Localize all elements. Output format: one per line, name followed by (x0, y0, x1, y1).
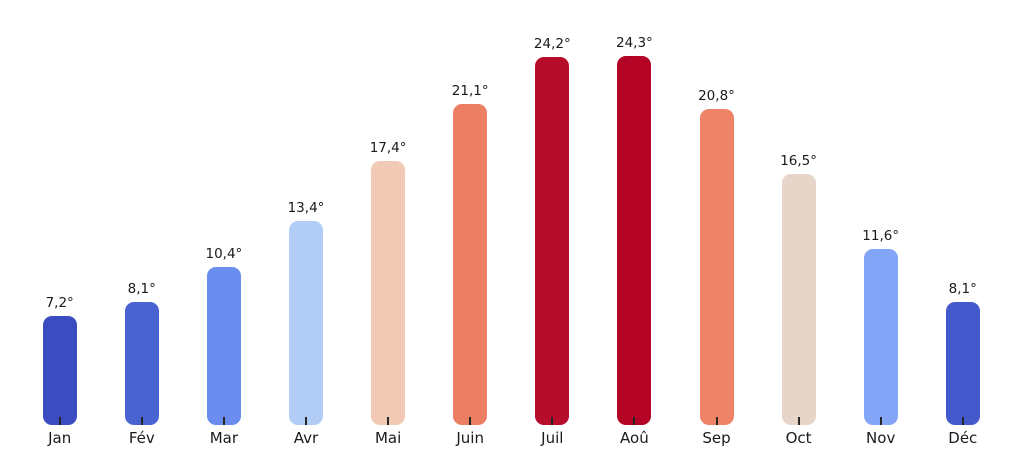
bar-avr (289, 221, 323, 425)
bar-value-label: 21,1° (451, 83, 489, 100)
bar-value-label: 16,5° (780, 153, 817, 170)
x-axis-tick (222, 417, 225, 425)
x-axis-label-fév: Fév (128, 429, 155, 447)
x-axis-tick (715, 417, 718, 425)
bar-value-label: 20,8° (698, 87, 735, 104)
x-axis-label-juil: Juil (541, 429, 564, 447)
x-axis-label-mar: Mar (209, 429, 239, 447)
x-axis-tick (58, 417, 61, 425)
bar-value-label: 24,3° (615, 34, 653, 51)
bar-mar (206, 266, 241, 425)
x-axis-tick (469, 417, 472, 425)
x-axis-tick (879, 417, 882, 425)
bar-value-label: 10,4° (205, 245, 243, 262)
bar-fév (124, 301, 159, 425)
bar-juil (535, 57, 570, 425)
x-axis-label-mai: Mai (374, 429, 402, 447)
x-axis-tick (551, 417, 554, 425)
bar-juin (453, 104, 488, 425)
bar-value-label: 11,6° (862, 227, 900, 244)
x-axis-tick (305, 417, 307, 425)
bar-mai (371, 160, 406, 425)
bar-value-label: 13,4° (287, 200, 325, 217)
bar-déc (945, 301, 980, 425)
bar-value-label: 7,2° (45, 294, 74, 311)
bar-value-label: 17,4° (369, 139, 407, 156)
bar-value-label: 24,2° (533, 36, 571, 53)
x-axis-label-aoû: Aoû (620, 429, 649, 447)
bar-aoû (617, 55, 652, 425)
x-axis-label-déc: Déc (948, 429, 978, 447)
x-axis-label-jan: Jan (48, 429, 72, 447)
bar-sep (699, 108, 734, 425)
bar-value-label: 8,1° (127, 280, 156, 297)
bar-value-label: 8,1° (948, 280, 977, 297)
x-axis-label-oct: Oct (785, 429, 812, 447)
bar-oct (781, 174, 816, 425)
x-axis-tick (961, 417, 964, 425)
x-axis-label-sep: Sep (702, 429, 731, 447)
x-axis-label-nov: Nov (866, 429, 896, 447)
x-axis-label-avr: Avr (293, 429, 319, 447)
x-axis-tick (633, 417, 636, 425)
x-axis-label-juin: Juin (456, 429, 484, 447)
x-axis-tick (387, 417, 390, 425)
bar-jan (42, 315, 77, 425)
x-axis-tick (797, 417, 800, 425)
bar-nov (863, 248, 898, 425)
x-axis-tick (140, 417, 143, 425)
